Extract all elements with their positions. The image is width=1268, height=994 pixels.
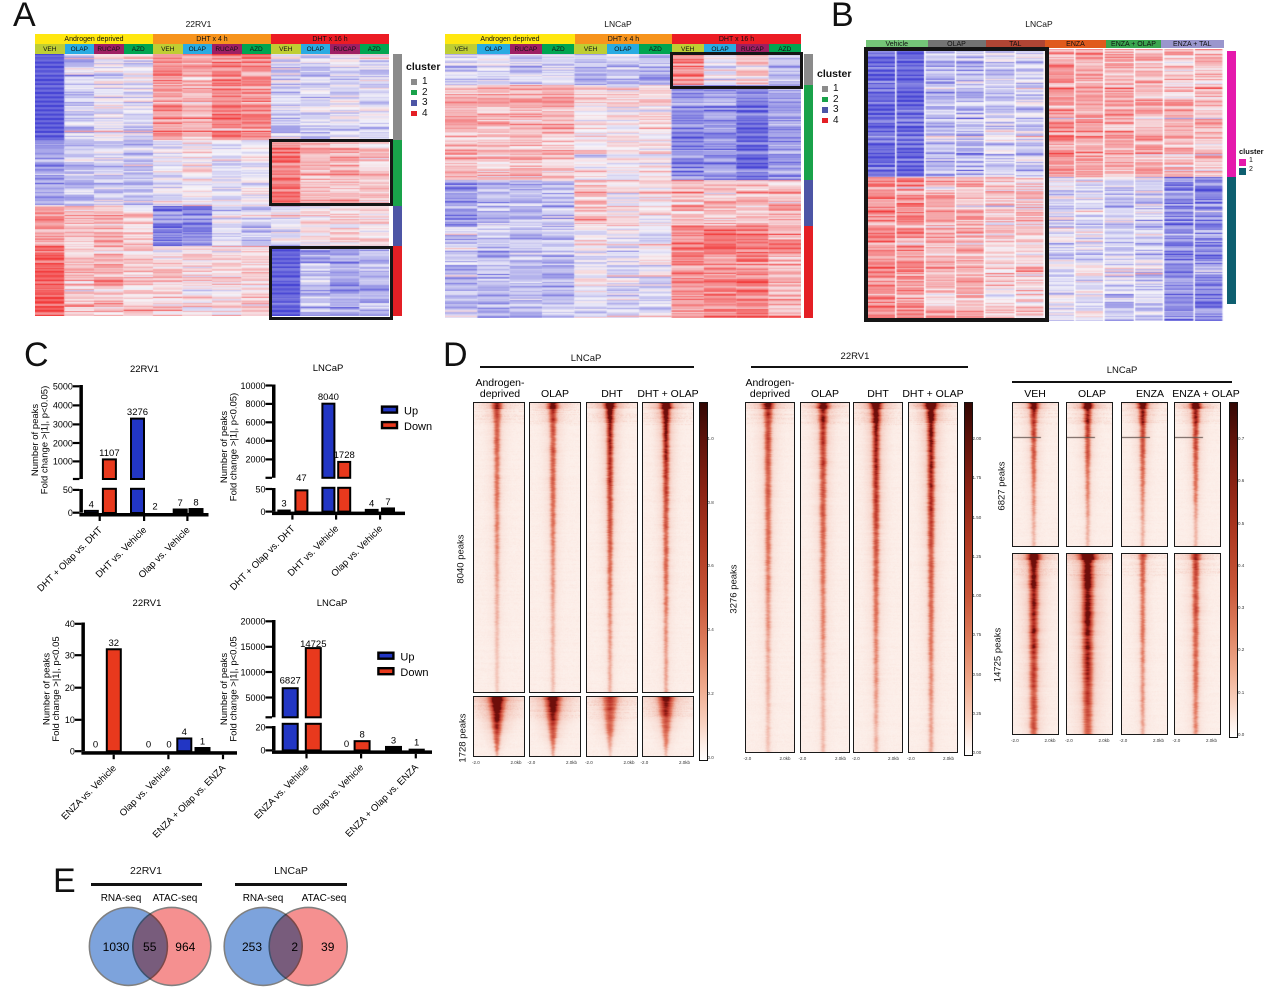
svg-text:14725: 14725	[300, 639, 326, 650]
svg-text:50: 50	[63, 485, 73, 495]
svg-text:Number of peaks: Number of peaks	[219, 653, 230, 726]
svg-text:3000: 3000	[53, 420, 73, 430]
svg-text:5000: 5000	[53, 382, 73, 392]
svg-text:40: 40	[65, 619, 75, 629]
svg-text:ENZA vs. Vehicle: ENZA vs. Vehicle	[60, 763, 119, 822]
svg-text:DHT + Olap vs. DHT: DHT + Olap vs. DHT	[35, 525, 105, 595]
svg-text:Up: Up	[404, 406, 418, 418]
svg-text:4000: 4000	[245, 436, 265, 446]
svg-text:2000: 2000	[245, 455, 265, 465]
svg-text:10: 10	[65, 715, 75, 725]
svg-text:Fold change >|1|, p<0.05: Fold change >|1|, p<0.05	[51, 636, 62, 741]
svg-text:22RV1: 22RV1	[133, 598, 162, 609]
svg-text:Up: Up	[400, 652, 414, 664]
svg-text:Number of peaks: Number of peaks	[41, 653, 52, 726]
svg-text:0: 0	[260, 507, 265, 517]
svg-text:Down: Down	[404, 421, 432, 433]
svg-text:Fold change >|1|, p<0.05: Fold change >|1|, p<0.05	[229, 636, 240, 741]
svg-text:2: 2	[152, 502, 157, 513]
svg-text:Number of peaks: Number of peaks	[30, 404, 41, 477]
svg-text:Olap vs. Vehicle: Olap vs. Vehicle	[118, 763, 174, 819]
svg-text:3276: 3276	[127, 407, 148, 418]
svg-text:Olap vs. Vehicle: Olap vs. Vehicle	[310, 762, 366, 818]
svg-text:ENZA vs. Vehicle: ENZA vs. Vehicle	[252, 762, 311, 821]
svg-text:1728: 1728	[334, 450, 355, 461]
svg-text:20: 20	[65, 683, 75, 693]
svg-text:8040: 8040	[318, 392, 339, 403]
svg-text:8: 8	[359, 730, 364, 741]
svg-text:7: 7	[385, 497, 390, 508]
svg-text:1107: 1107	[99, 448, 119, 459]
svg-text:Fold change >|1|, p<0.05): Fold change >|1|, p<0.05)	[229, 393, 240, 501]
svg-text:10000: 10000	[240, 381, 265, 391]
svg-text:20000: 20000	[240, 617, 265, 627]
svg-text:22RV1: 22RV1	[130, 364, 159, 375]
svg-text:8: 8	[193, 498, 198, 509]
svg-text:5000: 5000	[245, 693, 265, 703]
svg-text:50: 50	[255, 484, 265, 494]
svg-text:20: 20	[255, 723, 265, 733]
svg-text:2: 2	[291, 940, 298, 954]
svg-text:1: 1	[200, 737, 205, 748]
svg-text:964: 964	[175, 940, 195, 954]
svg-text:6000: 6000	[245, 418, 265, 428]
svg-text:32: 32	[109, 638, 120, 649]
svg-text:Number of peaks: Number of peaks	[219, 411, 230, 484]
svg-text:LNCaP: LNCaP	[313, 363, 344, 374]
svg-text:1000: 1000	[53, 457, 73, 467]
svg-text:0: 0	[93, 740, 98, 751]
svg-text:0: 0	[146, 740, 151, 751]
svg-text:10000: 10000	[240, 667, 265, 677]
svg-text:DHT + Olap vs. DHT: DHT + Olap vs. DHT	[228, 523, 298, 593]
svg-text:1030: 1030	[103, 940, 130, 954]
svg-text:55: 55	[143, 940, 157, 954]
svg-text:4: 4	[182, 727, 187, 738]
svg-text:0: 0	[166, 740, 171, 751]
svg-text:0: 0	[70, 747, 75, 757]
svg-text:8000: 8000	[245, 399, 265, 409]
svg-text:0: 0	[260, 746, 265, 756]
svg-text:30: 30	[65, 651, 75, 661]
svg-text:253: 253	[242, 940, 262, 954]
svg-text:Fold change >|1|, p<0.05): Fold change >|1|, p<0.05)	[39, 386, 50, 494]
svg-text:0: 0	[344, 739, 349, 750]
svg-text:Down: Down	[400, 667, 428, 679]
svg-text:2000: 2000	[53, 438, 73, 448]
svg-text:39: 39	[321, 940, 335, 954]
svg-text:3: 3	[391, 735, 396, 746]
svg-text:3: 3	[281, 499, 286, 510]
svg-text:4: 4	[89, 499, 94, 510]
svg-text:0: 0	[68, 508, 73, 518]
svg-text:6827: 6827	[280, 676, 301, 687]
svg-text:LNCaP: LNCaP	[317, 598, 348, 609]
svg-text:7: 7	[178, 498, 183, 509]
svg-text:15000: 15000	[240, 642, 265, 652]
svg-text:47: 47	[296, 473, 307, 484]
svg-text:4: 4	[369, 498, 374, 509]
svg-text:4000: 4000	[53, 401, 73, 411]
svg-text:1: 1	[414, 738, 419, 749]
